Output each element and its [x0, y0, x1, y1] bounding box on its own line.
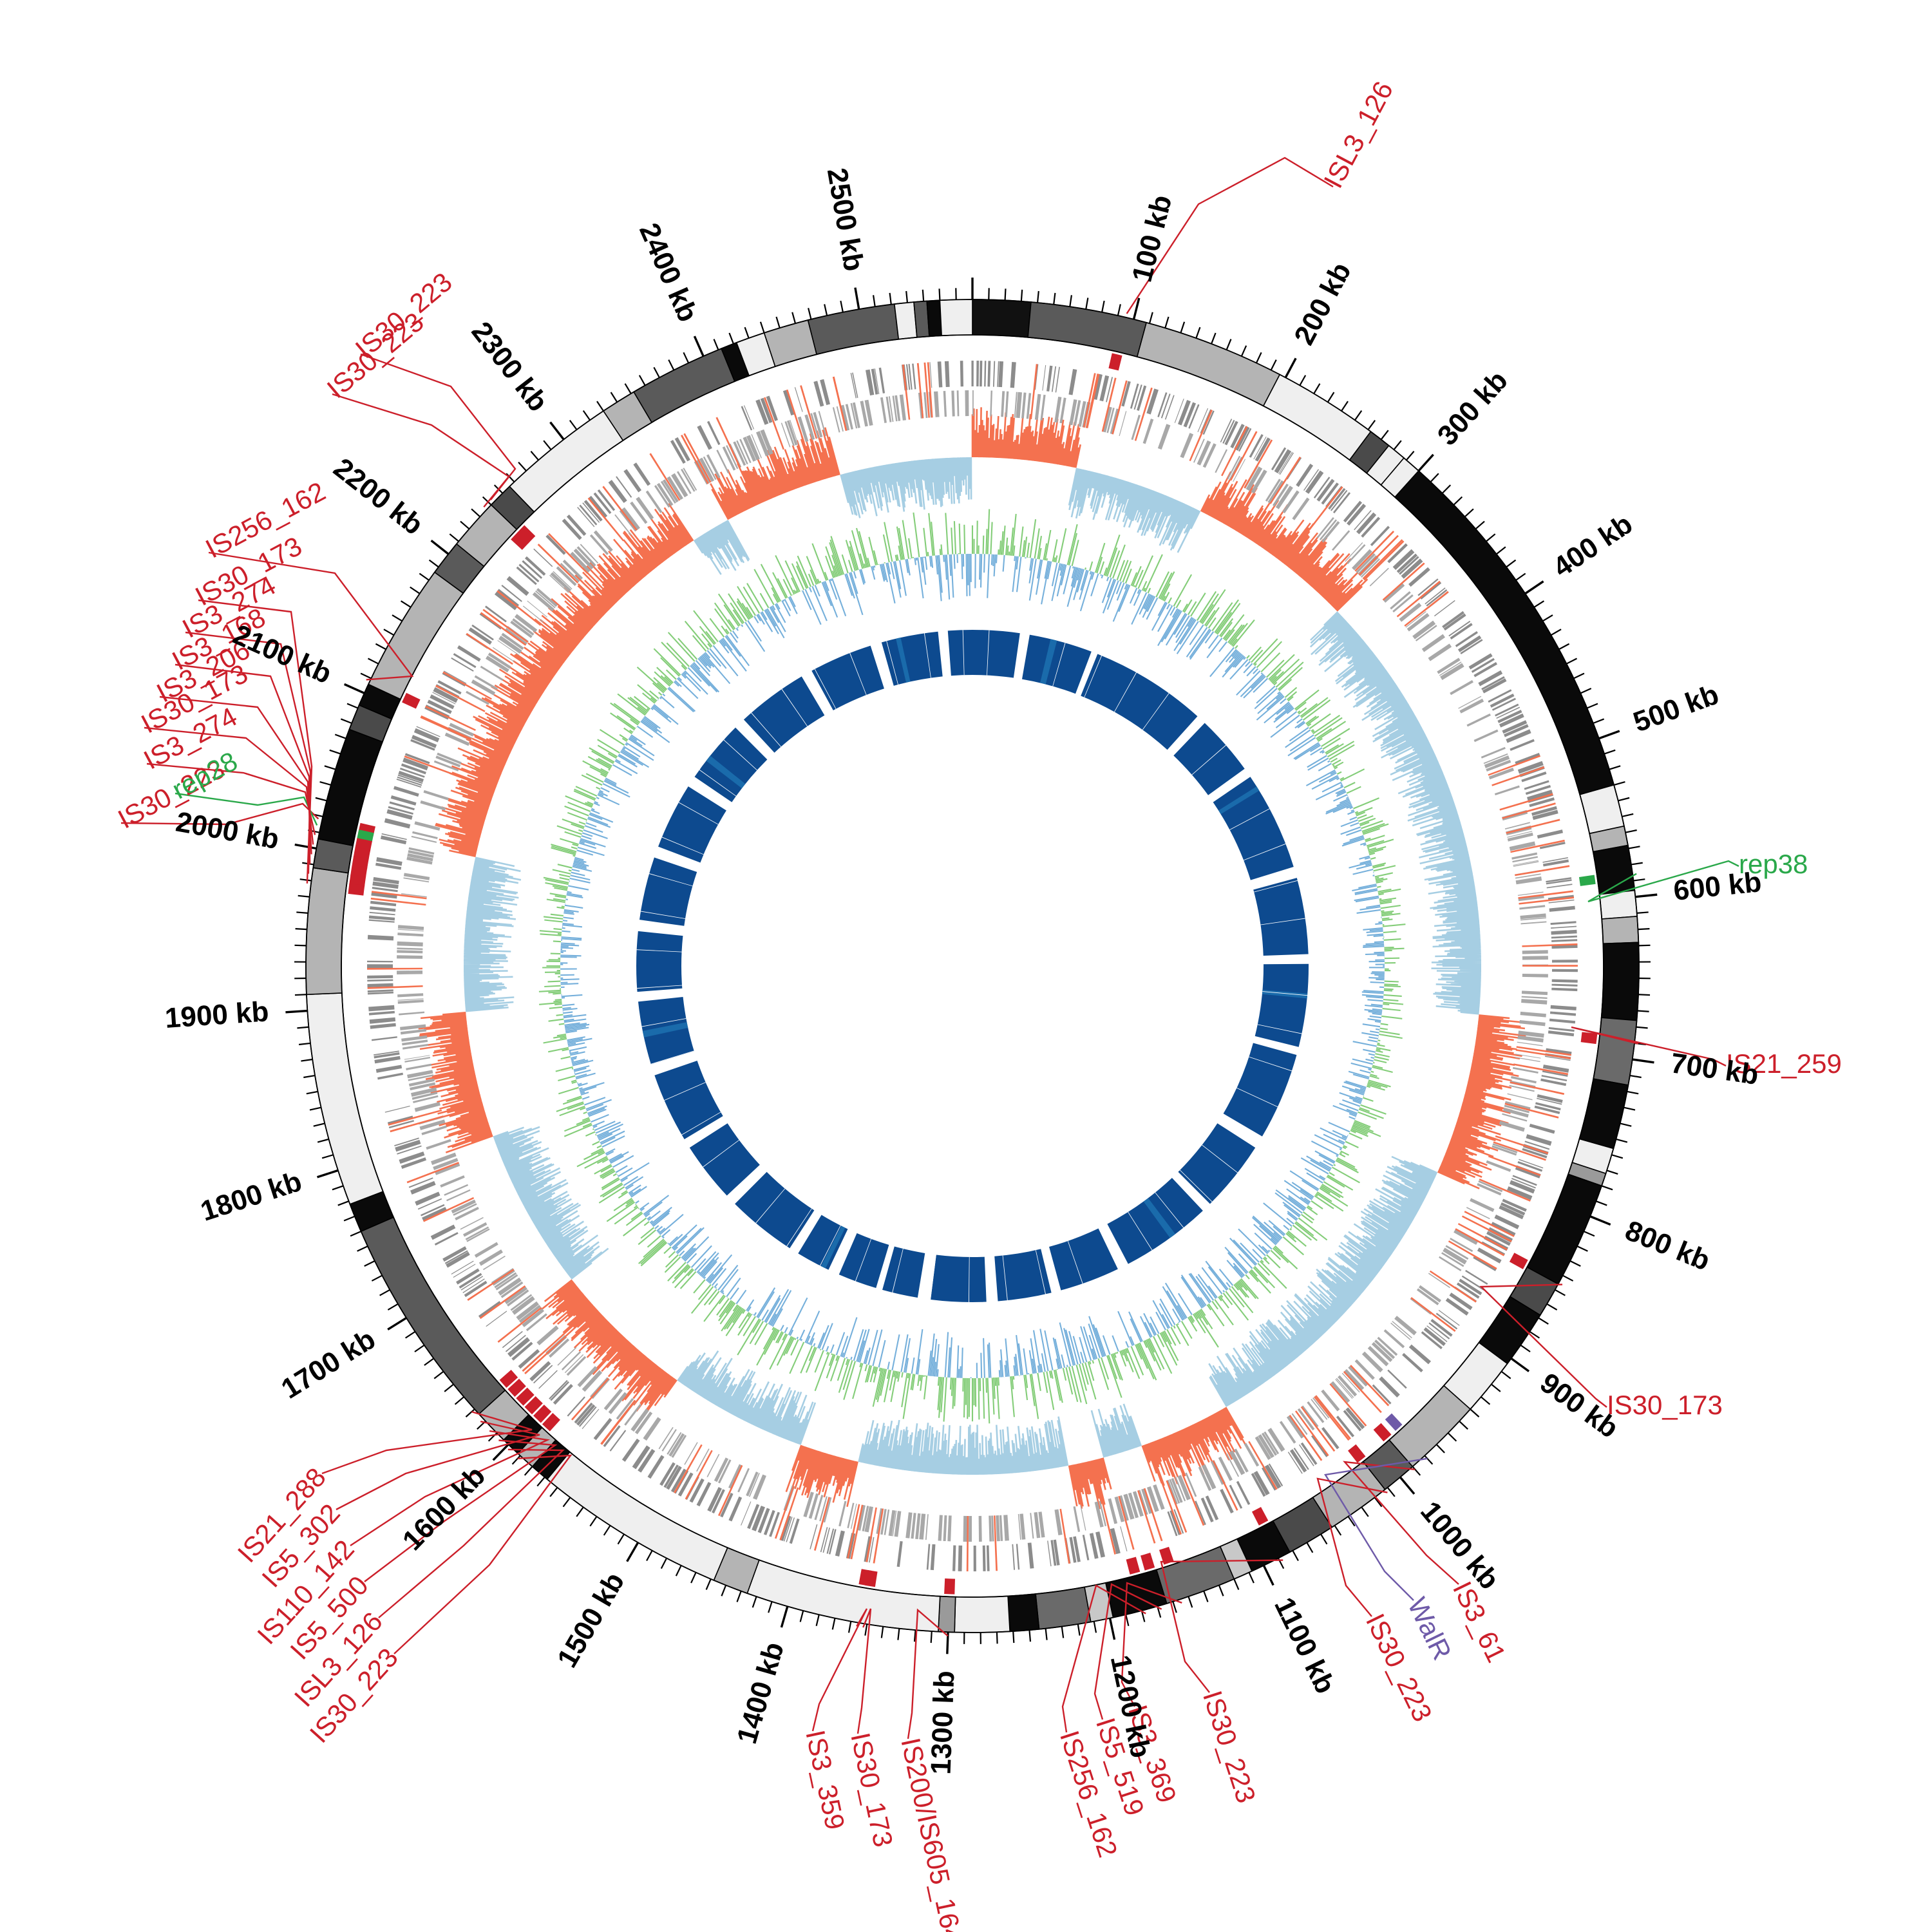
annotation-leader-line [1316, 1477, 1388, 1617]
annotation-leader-line [208, 551, 414, 681]
feature-annotation-label: rep38 [1739, 849, 1808, 879]
axis-tick-label: 100 kb [1126, 192, 1178, 285]
axis-tick-label: 1900 kb [164, 996, 270, 1034]
axis-tick-label: 600 kb [1672, 866, 1763, 907]
annotation-leader-line [1479, 1283, 1607, 1408]
axis-tick-label: 2300 kb [465, 316, 554, 418]
axis-tick-label: 1700 kb [276, 1323, 381, 1405]
axis-tick-label: 2400 kb [633, 218, 704, 327]
axis-tick-label: 1000 kb [1414, 1495, 1505, 1595]
annotation-leader-line [1324, 1457, 1428, 1601]
annotation-leader-layer [120, 156, 1739, 1739]
annotation-leader-line [1126, 156, 1334, 314]
gc-skew-ring-layer [418, 407, 1526, 1510]
core-genome-ring-layer [636, 630, 1309, 1303]
annotation-leader-line [336, 1421, 540, 1511]
annotation-label-layer: ISL3_126rep38IS21_259IS30_173IS3_61WalRI… [113, 77, 1841, 1932]
axis-tick-label: 2500 kb [821, 166, 870, 273]
annotation-leader-line [907, 1608, 949, 1739]
cds-ring-layer [348, 353, 1598, 1595]
annotation-leader-line [393, 1454, 573, 1654]
annotation-leader-line [1061, 1584, 1146, 1733]
annotation-leader-line [857, 1608, 872, 1734]
backbone-ring-layer [305, 299, 1640, 1633]
feature-annotation-label: IS30_223 [1197, 1687, 1262, 1807]
axis-tick-label: 1100 kb [1268, 1593, 1341, 1698]
axis-tick-label: 1300 kb [925, 1670, 961, 1775]
annotation-leader-line [360, 353, 516, 500]
gc-content-ring-layer [538, 509, 1406, 1424]
annotation-leader-line [321, 1410, 533, 1475]
feature-annotation-label: IS21_259 [1726, 1048, 1842, 1079]
axis-tick-label: 1500 kb [551, 1567, 630, 1672]
axis-tick-layer [285, 278, 1658, 1654]
axis-tick-label: 2200 kb [328, 452, 429, 541]
axis-tick-label: 200 kb [1288, 258, 1358, 350]
annotation-leader-line [350, 1430, 551, 1547]
axis-tick-label: 800 kb [1621, 1215, 1714, 1277]
annotation-leader-line [1094, 1583, 1162, 1720]
feature-annotation-label: IS30_173 [1607, 1390, 1723, 1420]
annotation-leader-line [198, 599, 313, 884]
feature-annotation-label: IS30_173 [845, 1730, 898, 1850]
axis-tick-label: 500 kb [1629, 679, 1723, 739]
annotation-leader-line [364, 1439, 558, 1582]
axis-tick-label: 1400 kb [731, 1638, 790, 1747]
axis-tick-label: 1600 kb [397, 1460, 492, 1557]
annotation-leader-line [1571, 1026, 1727, 1067]
axis-tick-label: 400 kb [1548, 508, 1638, 583]
annotation-leader-line [1121, 1582, 1182, 1707]
annotation-leader-line [1587, 860, 1739, 903]
feature-annotation-label: ISL3_126 [1318, 77, 1399, 193]
feature-annotation-label: WalR [1402, 1593, 1458, 1664]
feature-annotation-label: IS3_359 [800, 1727, 851, 1832]
axis-tick-label: 300 kb [1432, 365, 1514, 451]
axis-tick-label: 1800 kb [197, 1166, 306, 1227]
annotation-leader-line [378, 1448, 565, 1618]
annotation-leader-line [1160, 1559, 1283, 1693]
annotation-leader-line [811, 1608, 868, 1732]
